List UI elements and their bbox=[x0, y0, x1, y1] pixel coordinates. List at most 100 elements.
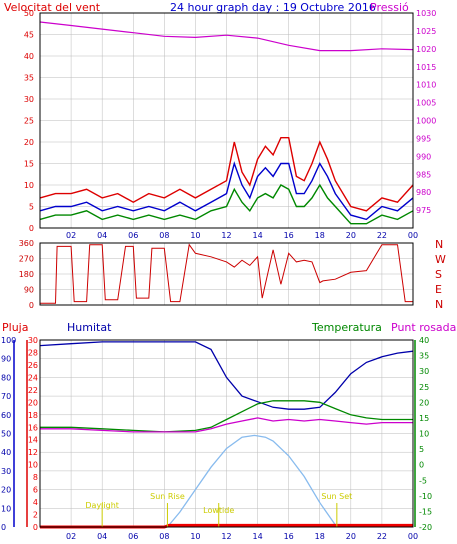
wind-speed-tick: 50 bbox=[24, 9, 34, 18]
annotation-label: Sun Rise bbox=[150, 492, 185, 501]
temperature-axis: -20 -15 -10 -5 0 5 10 15 20 25 30 35 40 bbox=[419, 336, 432, 532]
pressure-tick: 1025 bbox=[416, 27, 436, 36]
temperature-tick: 35 bbox=[419, 352, 429, 361]
rain-tick: 18 bbox=[28, 411, 38, 420]
pressure-axis-title: Pressió bbox=[370, 1, 409, 14]
wind-speed-tick: 0 bbox=[29, 224, 34, 233]
humidity-line bbox=[39, 341, 414, 410]
wind-time-tick: 06 bbox=[128, 231, 138, 240]
direction-line bbox=[40, 243, 413, 304]
wind-time-tick: 08 bbox=[159, 231, 169, 240]
temperature-label: Temperatura bbox=[311, 321, 382, 334]
temperature-tick: 30 bbox=[419, 367, 429, 376]
wind-series bbox=[39, 21, 414, 225]
wind-time-tick: 12 bbox=[221, 231, 231, 240]
compass-label: N bbox=[435, 238, 443, 251]
wind-time-tick: 00 bbox=[408, 231, 418, 240]
wind-time-tick: 14 bbox=[252, 231, 262, 240]
rain-label: Pluja bbox=[2, 321, 28, 334]
wind-panel-grid bbox=[40, 13, 414, 228]
pressure-tick: 980 bbox=[416, 188, 431, 197]
humidity-time-tick: 02 bbox=[66, 532, 76, 541]
humidity-tick: 50 bbox=[1, 430, 11, 439]
pressure-line bbox=[39, 21, 414, 52]
lull-line bbox=[39, 183, 414, 225]
temperature-tick: 10 bbox=[419, 430, 429, 439]
pressure-tick: 1030 bbox=[416, 9, 436, 18]
pressure-tick: 975 bbox=[416, 206, 431, 215]
temperature-tick: -20 bbox=[419, 523, 432, 532]
wind-speed-axis: 0 5 10 15 20 25 30 35 40 45 50 bbox=[24, 9, 34, 233]
pressure-tick: 1015 bbox=[416, 63, 436, 72]
pressure-tick: 1010 bbox=[416, 81, 436, 90]
humidity-tick: 0 bbox=[1, 523, 6, 532]
rain-tick: 4 bbox=[33, 498, 38, 507]
humidity-tick: 30 bbox=[1, 467, 11, 476]
wind-time-tick: 10 bbox=[190, 231, 200, 240]
wind-speed-tick: 30 bbox=[24, 95, 34, 104]
wind-speed-tick: 25 bbox=[24, 117, 34, 126]
graph-title: 24 hour graph day : 19 Octubre 2016 bbox=[170, 1, 376, 14]
direction-axis: 0 90 180 270 360 bbox=[19, 239, 34, 310]
wind-speed-tick: 5 bbox=[29, 203, 34, 212]
annotation-label: Sun Set bbox=[321, 492, 352, 501]
wind-time-tick: 04 bbox=[97, 231, 107, 240]
direction-series bbox=[40, 243, 413, 304]
temperature-line bbox=[40, 400, 413, 433]
wind-time-axis: 02 04 06 08 10 12 14 16 18 20 22 00 bbox=[66, 231, 418, 240]
direction-tick: 180 bbox=[19, 270, 34, 279]
temperature-tick: 15 bbox=[419, 414, 429, 423]
wind-speed-axis-title: Velocitat del vent bbox=[4, 1, 101, 14]
humidity-tick: 100 bbox=[1, 336, 16, 345]
humidity-time-tick: 00 bbox=[408, 532, 418, 541]
humidity-time-tick: 06 bbox=[128, 532, 138, 541]
humidity-time-tick: 14 bbox=[252, 532, 262, 541]
temperature-tick: 5 bbox=[419, 445, 424, 454]
pressure-tick: 995 bbox=[416, 134, 431, 143]
wind-time-tick: 16 bbox=[284, 231, 294, 240]
wind-panel-frame bbox=[39, 12, 414, 229]
humidity-tick: 10 bbox=[1, 504, 11, 513]
temperature-tick: 40 bbox=[419, 336, 429, 345]
pressure-tick: 1000 bbox=[416, 117, 436, 126]
humidity-time-tick: 18 bbox=[315, 532, 325, 541]
humidity-tick: 70 bbox=[1, 392, 11, 401]
humidity-time-tick: 12 bbox=[221, 532, 231, 541]
annotation-label: Lowtide bbox=[203, 506, 234, 515]
temperature-tick: 20 bbox=[419, 398, 429, 407]
humidity-tick: 90 bbox=[1, 355, 11, 364]
average-line bbox=[39, 161, 414, 221]
wind-speed-tick: 45 bbox=[24, 31, 34, 40]
humidity-time-tick: 04 bbox=[97, 532, 107, 541]
humidity-panel-frame bbox=[39, 339, 414, 528]
humidity-tick: 20 bbox=[1, 486, 11, 495]
dewpoint-line bbox=[40, 417, 413, 433]
direction-panel-grid bbox=[40, 243, 414, 305]
direction-tick: 90 bbox=[24, 286, 34, 295]
pressure-axis: 975 980 985 990 995 1000 1005 1010 1015 1020 1025 1… bbox=[416, 9, 436, 215]
humidity-panel-grid bbox=[40, 340, 414, 527]
compass-label: S bbox=[435, 268, 442, 281]
wind-time-tick: 22 bbox=[377, 231, 387, 240]
rain-tick: 26 bbox=[28, 361, 38, 370]
rain-tick: 14 bbox=[28, 436, 38, 445]
pressure-tick: 990 bbox=[416, 152, 431, 161]
direction-tick: 0 bbox=[29, 301, 34, 310]
humidity-time-axis: 02 04 06 08 10 12 14 16 18 20 22 00 bbox=[66, 532, 418, 541]
wind-speed-tick: 35 bbox=[24, 74, 34, 83]
compass-label: N bbox=[435, 298, 443, 311]
humidity-tick: 80 bbox=[1, 373, 11, 382]
rain-tick: 12 bbox=[28, 448, 38, 457]
annotation-label: Daylight bbox=[85, 501, 119, 510]
rain-tick: 0 bbox=[33, 523, 38, 532]
rain-tick: 6 bbox=[33, 486, 38, 495]
direction-tick: 360 bbox=[19, 239, 34, 248]
temperature-tick: -10 bbox=[419, 492, 432, 501]
wind-speed-tick: 15 bbox=[24, 160, 34, 169]
gust-line bbox=[39, 136, 414, 212]
direction-panel-frame bbox=[39, 242, 414, 306]
